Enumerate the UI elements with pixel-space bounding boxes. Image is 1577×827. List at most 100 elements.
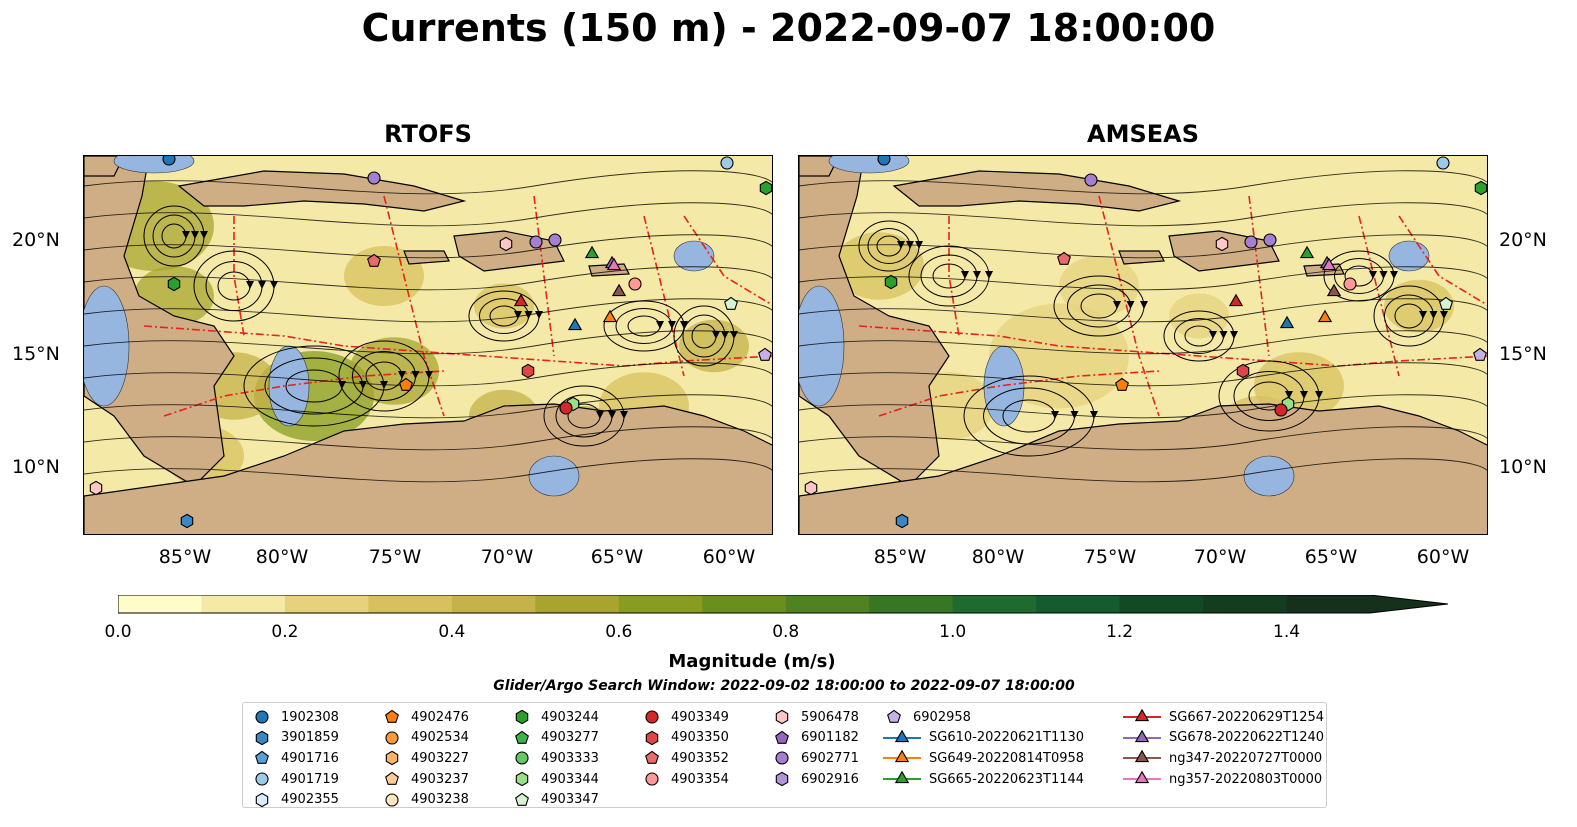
legend-item: 6902916 bbox=[771, 769, 859, 790]
triangle-marker-icon bbox=[1123, 729, 1161, 743]
streamline-arrow bbox=[680, 321, 688, 329]
streamline-arrow bbox=[398, 371, 406, 379]
legend-label: ng347-20220727T0000 bbox=[1169, 750, 1323, 766]
float-marker bbox=[1115, 377, 1129, 391]
circle-glyph bbox=[645, 710, 659, 724]
colorbar-tick-label: 1.2 bbox=[1106, 622, 1134, 642]
float-marker bbox=[611, 283, 627, 297]
streamline bbox=[799, 170, 1487, 195]
legend-column: 4903349 4903350 4903352 4903354 bbox=[641, 707, 729, 789]
float-marker bbox=[529, 235, 543, 249]
hexagon-marker-icon bbox=[255, 792, 269, 807]
legend-label: ng357-20220803T0000 bbox=[1169, 771, 1323, 787]
legend-label: 6902771 bbox=[801, 750, 859, 766]
legend-item: 4903238 bbox=[381, 789, 469, 810]
rtofs-map-canvas bbox=[84, 156, 772, 534]
streamline bbox=[799, 298, 1487, 323]
legend-item: SG665-20220623T1144 bbox=[883, 769, 1084, 790]
streamline-arrow bbox=[246, 281, 254, 289]
pentagon-marker-icon bbox=[515, 792, 529, 806]
eez-boundary bbox=[233, 216, 245, 337]
legend-item: 4902476 bbox=[381, 707, 469, 728]
legend-item: 6901182 bbox=[771, 728, 859, 749]
colorbar-segment bbox=[618, 595, 703, 613]
speed-field-patch bbox=[344, 246, 424, 306]
legend-label: 4903354 bbox=[671, 771, 729, 787]
streamline-arrow bbox=[191, 231, 199, 239]
speed-field-patch bbox=[1384, 279, 1454, 333]
legend-label: 4903237 bbox=[411, 771, 469, 787]
float-marker bbox=[602, 309, 618, 323]
hexagon-glyph bbox=[645, 730, 659, 746]
pentagon-marker-icon bbox=[775, 730, 789, 744]
streamline bbox=[84, 170, 772, 195]
colorbar-tick-label: 0.6 bbox=[605, 622, 633, 642]
pentagon-glyph bbox=[887, 710, 901, 724]
colorbar-tick-label: 0.2 bbox=[271, 622, 299, 642]
y-tick-label: 15°N bbox=[1499, 343, 1547, 365]
legend-label: SG649-20220814T0958 bbox=[929, 750, 1085, 766]
colorbar-segment bbox=[535, 595, 620, 613]
streamline-arrow bbox=[1090, 411, 1098, 419]
circle-marker-icon bbox=[775, 751, 789, 766]
float-marker bbox=[724, 296, 738, 310]
float-marker bbox=[89, 480, 103, 496]
eez-boundary bbox=[643, 215, 685, 377]
legend-label: 4903227 bbox=[411, 750, 469, 766]
streamline bbox=[84, 426, 772, 451]
x-tick-label: 75°W bbox=[368, 546, 422, 568]
colorbar-tick-label: 1.0 bbox=[939, 622, 967, 642]
legend-label: 4901716 bbox=[281, 750, 339, 766]
triangle-glyph bbox=[894, 750, 910, 763]
y-tick-label: 15°N bbox=[12, 343, 60, 365]
colorbar-tick-label: 0.8 bbox=[772, 622, 800, 642]
float-marker bbox=[720, 156, 734, 170]
streamline-arrow bbox=[1379, 271, 1388, 279]
circle-marker-icon bbox=[255, 772, 269, 786]
legend-item: 3901859 bbox=[251, 728, 339, 749]
legend-item: 4903350 bbox=[641, 728, 729, 749]
streamline-arrow bbox=[1051, 411, 1059, 419]
float-marker bbox=[1439, 296, 1453, 310]
circle-marker-icon bbox=[255, 710, 269, 724]
circle-glyph bbox=[645, 772, 659, 786]
pentagon-glyph bbox=[645, 751, 659, 765]
hexagon-glyph bbox=[515, 710, 529, 725]
map-rtofs bbox=[83, 155, 773, 535]
streamline bbox=[799, 202, 1487, 227]
streamline-arrow bbox=[620, 411, 628, 419]
circle-glyph bbox=[385, 731, 399, 745]
triangle-glyph bbox=[894, 770, 910, 784]
float-marker bbox=[895, 513, 909, 529]
triangle-glyph bbox=[1134, 729, 1150, 743]
legend-label: 6902958 bbox=[913, 709, 971, 725]
colorbar-segment bbox=[368, 595, 453, 613]
eez-boundary bbox=[163, 370, 445, 417]
legend-item: 4903354 bbox=[641, 769, 729, 790]
legend-label: 4902476 bbox=[411, 709, 469, 725]
eez-boundary bbox=[948, 216, 960, 337]
legend-item: 6902958 bbox=[883, 707, 1084, 728]
x-tick-label: 70°W bbox=[480, 546, 534, 568]
legend-label: SG667-20220629T1254 bbox=[1169, 709, 1325, 725]
streamline-arrow bbox=[712, 331, 720, 339]
streamline-arrow bbox=[182, 231, 190, 239]
legend-label: 4903347 bbox=[541, 792, 599, 808]
float-marker bbox=[877, 156, 891, 166]
colorbar-tick-label: 0.0 bbox=[104, 622, 132, 642]
float-marker bbox=[513, 293, 529, 307]
float-marker bbox=[758, 347, 772, 361]
streamline bbox=[799, 458, 1487, 483]
streamline bbox=[799, 394, 1487, 419]
triangle-marker-icon bbox=[883, 750, 921, 763]
legend-label: 4903244 bbox=[541, 709, 599, 725]
hexagon-marker-icon bbox=[515, 710, 529, 725]
colorbar-ramp bbox=[117, 594, 1449, 614]
land-mass bbox=[799, 156, 950, 487]
colorbar-segment bbox=[118, 595, 202, 613]
x-tick-label: 65°W bbox=[1304, 546, 1358, 568]
float-marker bbox=[1274, 403, 1288, 417]
legend-item: 4903227 bbox=[381, 748, 469, 769]
speed-field-patch bbox=[349, 337, 439, 405]
speed-field-patch bbox=[1169, 293, 1229, 339]
